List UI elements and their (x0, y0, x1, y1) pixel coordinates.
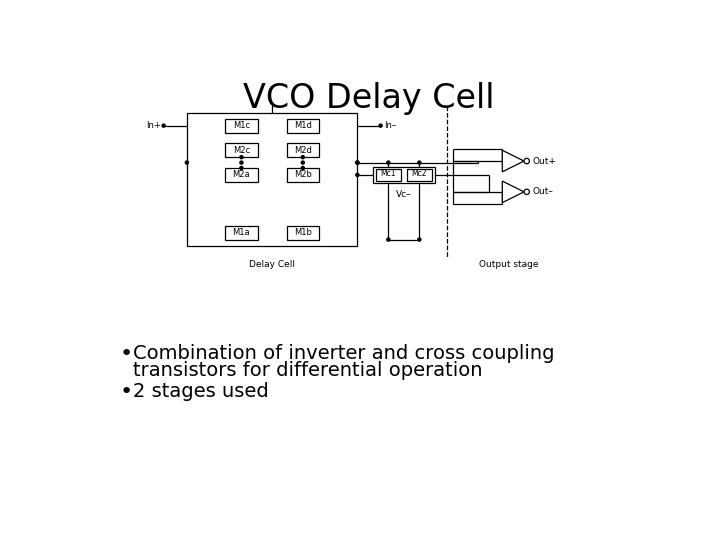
Bar (287, 226, 319, 240)
Text: Mc2: Mc2 (412, 169, 427, 178)
Circle shape (162, 124, 165, 127)
Text: Delay Cell: Delay Cell (249, 260, 295, 268)
Text: VCO Delay Cell: VCO Delay Cell (243, 82, 495, 114)
Bar (376, 168, 401, 181)
Circle shape (356, 173, 359, 177)
Circle shape (240, 156, 243, 159)
Circle shape (387, 161, 390, 164)
Polygon shape (503, 150, 524, 172)
Bar (225, 168, 258, 182)
Text: In–: In– (384, 121, 396, 130)
Text: Vc–: Vc– (396, 190, 412, 199)
Text: transistors for differential operation: transistors for differential operation (132, 361, 482, 380)
Text: M2a: M2a (233, 171, 251, 179)
Text: M2c: M2c (233, 146, 250, 155)
Bar (287, 168, 319, 182)
Bar (407, 168, 432, 181)
Text: Mc1: Mc1 (381, 169, 396, 178)
Circle shape (301, 156, 305, 159)
Circle shape (418, 161, 421, 164)
Circle shape (356, 161, 359, 164)
Text: M1a: M1a (233, 228, 251, 237)
Circle shape (387, 238, 390, 241)
Circle shape (356, 161, 359, 164)
Polygon shape (503, 181, 524, 202)
Bar (225, 119, 258, 132)
Text: Out+: Out+ (533, 157, 557, 166)
Text: Combination of inverter and cross coupling: Combination of inverter and cross coupli… (132, 343, 554, 362)
Text: M2b: M2b (294, 171, 312, 179)
Bar (225, 143, 258, 157)
Circle shape (301, 166, 305, 170)
Text: M1b: M1b (294, 228, 312, 237)
Bar (225, 226, 258, 240)
Circle shape (240, 166, 243, 170)
Circle shape (185, 161, 189, 164)
Circle shape (524, 158, 529, 164)
Text: •: • (120, 343, 132, 363)
Circle shape (379, 124, 382, 127)
Text: •: • (120, 382, 132, 402)
Bar (287, 119, 319, 132)
Bar (187, 112, 357, 246)
Circle shape (418, 238, 421, 241)
Circle shape (524, 189, 529, 194)
Circle shape (240, 161, 243, 164)
Bar (373, 167, 435, 183)
Bar (287, 143, 319, 157)
Text: In+: In+ (145, 121, 161, 130)
Text: M1c: M1c (233, 121, 250, 130)
Text: Output stage: Output stage (479, 260, 539, 268)
Circle shape (301, 161, 305, 164)
Text: M1d: M1d (294, 121, 312, 130)
Text: 2 stages used: 2 stages used (132, 382, 269, 401)
Text: M2d: M2d (294, 146, 312, 155)
Text: Out–: Out– (533, 187, 554, 197)
